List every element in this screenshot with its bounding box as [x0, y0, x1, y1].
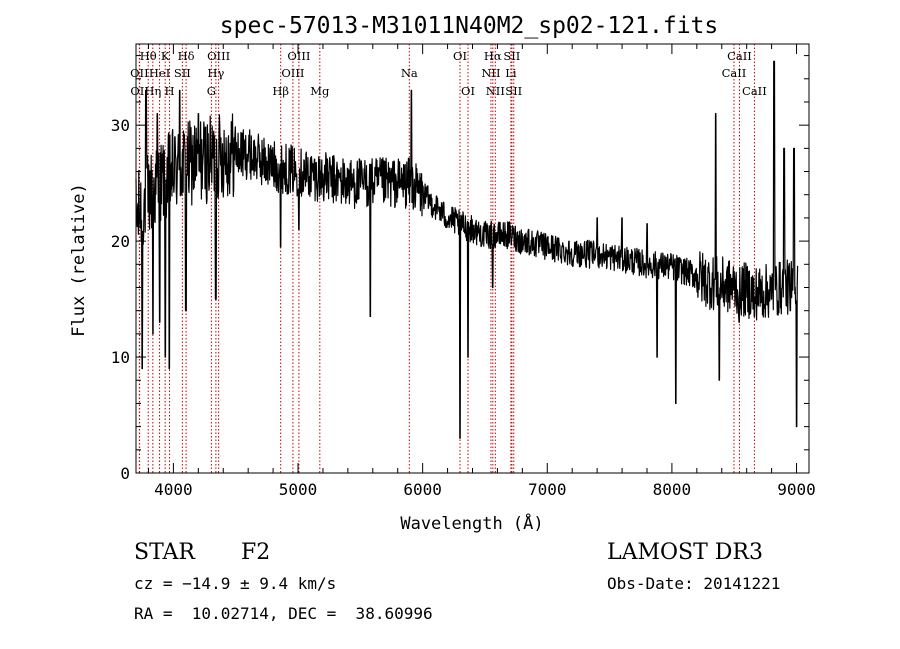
y-axis-label: Flux (relative) [69, 183, 89, 337]
line-label-23: SII [503, 49, 520, 63]
line-label-10: Hγ [207, 66, 224, 80]
line-label-24: SII [505, 84, 522, 98]
object-subclass: F2 [241, 540, 271, 565]
line-label-18: OI [461, 84, 475, 98]
line-label-6: H [165, 84, 175, 98]
line-label-7: SII [174, 66, 191, 80]
x-axis-ticks: 4000 5000 6000 7000 8000 9000 [147, 44, 816, 499]
y-tick-label-1: 10 [111, 348, 130, 367]
line-label-17: OI [453, 49, 467, 63]
line-label-20: Hα [484, 49, 502, 63]
line-label-13: OIII [281, 66, 304, 80]
line-label-14: OIII [287, 49, 310, 63]
x-tick-label-1: 5000 [279, 480, 318, 499]
y-tick-label-3: 30 [111, 116, 130, 135]
line-label-27: CaII [742, 84, 767, 98]
y-tick-label-2: 20 [111, 232, 130, 251]
x-axis-label: Wavelength (Å) [400, 512, 543, 534]
line-label-8: Hδ [178, 49, 195, 63]
line-label-15: Mg [310, 84, 330, 98]
line-label-2: OII [130, 84, 149, 98]
plot-frame [135, 43, 810, 474]
y-axis-ticks: 0 10 20 30 [111, 55, 809, 483]
line-label-19: NII [481, 66, 500, 80]
line-label-4: HeI [149, 66, 170, 80]
chart-title: spec-57013-M31011N40M2_sp02-121.fits [220, 13, 719, 39]
y-tick-label-0: 0 [120, 464, 130, 483]
survey-name: LAMOST DR3 [607, 540, 763, 565]
line-label-25: CaII [722, 66, 747, 80]
line-label-11: OIII [207, 49, 230, 63]
object-type: STAR [134, 540, 195, 565]
line-label-3: Hη [144, 84, 161, 98]
line-label-21: NII [486, 84, 505, 98]
line-label-5: K [161, 49, 170, 63]
x-tick-label-2: 6000 [403, 480, 442, 499]
redshift-text: cz = −14.9 ± 9.4 km/s [134, 574, 337, 593]
x-tick-label-3: 7000 [528, 480, 567, 499]
line-label-9: G [207, 84, 216, 98]
line-label-16: Na [401, 66, 418, 80]
line-label-26: CaII [727, 49, 752, 63]
x-tick-label-4: 8000 [653, 480, 692, 499]
x-tick-label-0: 4000 [154, 480, 193, 499]
spectral-line-labels: HθOIIOIIHηHeIKHSIIHδGHγOIIIHβOIIIOIIIMgN… [130, 49, 767, 98]
line-label-0: Hθ [140, 49, 157, 63]
line-label-12: Hβ [272, 84, 289, 98]
spectrum-line [135, 60, 799, 439]
x-tick-label-5: 9000 [777, 480, 816, 499]
line-label-1: OII [130, 66, 149, 80]
obs-date: Obs-Date: 20141221 [607, 574, 781, 593]
coordinates: RA = 10.02714, DEC = 38.60996 [134, 604, 433, 623]
line-label-22: Li [505, 66, 517, 80]
